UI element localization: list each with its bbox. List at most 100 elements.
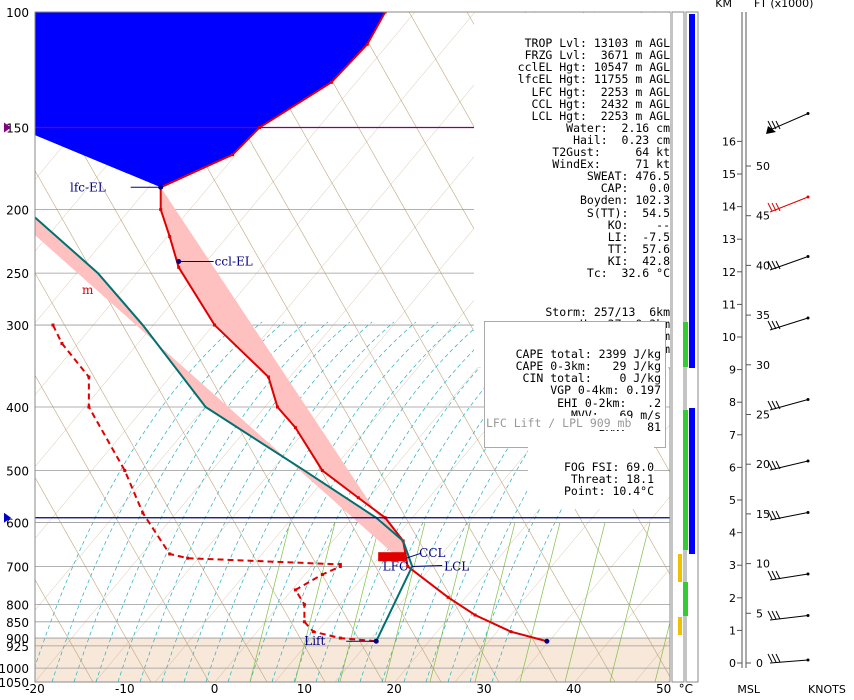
index-line: SWEAT: 476.5: [586, 169, 670, 184]
isotherm: [394, 352, 670, 682]
wind-barb-flag: [771, 202, 777, 212]
wind-barb: [769, 399, 809, 411]
pressure-tick-label: 250: [6, 267, 29, 281]
storm-line: Storm: 257/13 6km: [545, 305, 670, 320]
axis-label: KM: [715, 0, 732, 10]
axis-label: 0: [729, 657, 736, 670]
index-line: LCL Hgt: 2253 m AGL: [531, 108, 670, 123]
mixing-line: [384, 522, 426, 682]
wind-profile: 0123456789101112131415160510152025303540…: [715, 0, 846, 696]
temperature-point: [159, 208, 163, 212]
wind-barb-flag: [775, 260, 781, 270]
index-line: cclEL Hgt: 10547 m AGL: [517, 60, 670, 75]
dry-adiabat: [35, 476, 152, 682]
pressure-tick-label: 850: [6, 616, 29, 630]
wind-barb: [769, 317, 809, 331]
marker-lift: Lift: [304, 634, 325, 648]
strip-green: [683, 410, 688, 550]
temperature-point: [473, 613, 477, 617]
marker-ccl: CCL: [419, 546, 445, 560]
axis-label: 45: [756, 210, 770, 223]
index-line: S(TT): 54.5: [586, 205, 670, 220]
temperature-tick-label: 20: [387, 682, 402, 696]
temperature-line: [159, 12, 548, 643]
index-line: FRZG Lvl: 3671 m AGL: [524, 48, 670, 63]
cape-line: VGP 0-4km: 0.197: [550, 383, 661, 398]
marker-m: m: [82, 283, 94, 297]
temperature-point: [168, 235, 172, 239]
temperature-point: [356, 496, 360, 500]
wind-barb: [769, 460, 809, 471]
index-line: WindEx: 71 kt: [552, 157, 670, 172]
wind-barb-flag: [767, 510, 773, 520]
axis-label: 35: [756, 309, 770, 322]
temperature-point: [275, 405, 279, 409]
temperature-tick-label: 0: [211, 682, 219, 696]
lcl-pointer: [412, 564, 443, 567]
mixing-line: [654, 620, 670, 682]
wind-barb-dot: [806, 572, 810, 576]
pressure-tick-label: 300: [6, 319, 29, 333]
axis-label: 5: [756, 607, 763, 620]
axis-label: FT (x1000): [754, 0, 813, 10]
cape-line: EHI 0-2km: .2: [557, 395, 661, 410]
axis-label: 1: [729, 624, 736, 637]
cape-line: CAPE total: 2399 J/kg: [515, 347, 661, 362]
mixing-line: [519, 522, 561, 682]
axis-label: 15: [756, 508, 770, 521]
wind-barb-flag: [775, 120, 781, 130]
axis-label: 16: [722, 135, 736, 148]
isotherm: [514, 496, 670, 682]
ccl-el-dot: [176, 258, 182, 264]
temperature-tick-label: 40: [566, 682, 581, 696]
tropopause-area: [35, 12, 386, 188]
axis-label: 6: [729, 461, 736, 474]
axis-label: 50: [756, 160, 770, 173]
wind-barb-flag: [771, 570, 777, 580]
index-line: TT: 57.6: [607, 241, 670, 256]
wind-barb-flag: [771, 653, 777, 663]
wind-barb-flag: [767, 610, 773, 620]
dewpoint-point: [87, 405, 91, 409]
dewpoint-point: [87, 375, 91, 379]
axis-label: 8: [729, 396, 736, 409]
wind-barb-flag: [771, 510, 777, 520]
wind-barb-flag: [775, 610, 781, 620]
level-strip: [671, 11, 699, 683]
dry-adiabat: [35, 374, 210, 682]
wind-barb-flag: [771, 260, 777, 270]
wind-barb-flag: [775, 202, 781, 212]
temperature-axis: -20 -10 0 10 20 30 40 50 °C: [25, 682, 693, 696]
temperature-point: [213, 323, 217, 327]
wind-barb-flag: [767, 120, 773, 130]
index-line: Hail: 0.23 cm: [573, 132, 670, 147]
strip-gap: [689, 368, 695, 408]
index-line: LFC Hgt: 2253 m AGL: [531, 84, 670, 99]
axis-label: 9: [729, 364, 736, 377]
dewpoint-point: [338, 636, 342, 640]
moist-adiabat: [271, 321, 483, 682]
temperature-tick-label: -20: [25, 682, 45, 696]
wind-barb-flag: [771, 460, 777, 470]
wind-barb-flag: [767, 260, 773, 270]
wind-barb-flag: [771, 120, 777, 130]
temperature-tick-label: -10: [115, 682, 135, 696]
temperature-point: [365, 42, 369, 46]
wind-barb-flag: [767, 653, 773, 663]
wind-barb: [769, 256, 809, 271]
wind-barb-flag: [775, 653, 781, 663]
index-line: CCL Hgt: 2432 m AGL: [531, 96, 670, 111]
pressure-tick-label: 150: [6, 122, 29, 136]
cape-area: [35, 187, 413, 567]
axis-label: 2: [729, 592, 736, 605]
temperature-point: [293, 426, 297, 430]
moist-adiabat: [293, 321, 505, 682]
dewpoint-point: [60, 341, 64, 345]
fog-panel: FOG FSI: 69.0 Threat: 18.1 Point: 10.4°C: [528, 437, 654, 509]
wind-barb-flag: [771, 320, 777, 330]
dry-adiabat: [35, 272, 268, 682]
unit-label: °C: [679, 682, 693, 696]
axis-label: 7: [729, 429, 736, 442]
cape-line: CIN total: 0 J/kg: [522, 371, 661, 386]
ccl-block: [378, 552, 407, 562]
